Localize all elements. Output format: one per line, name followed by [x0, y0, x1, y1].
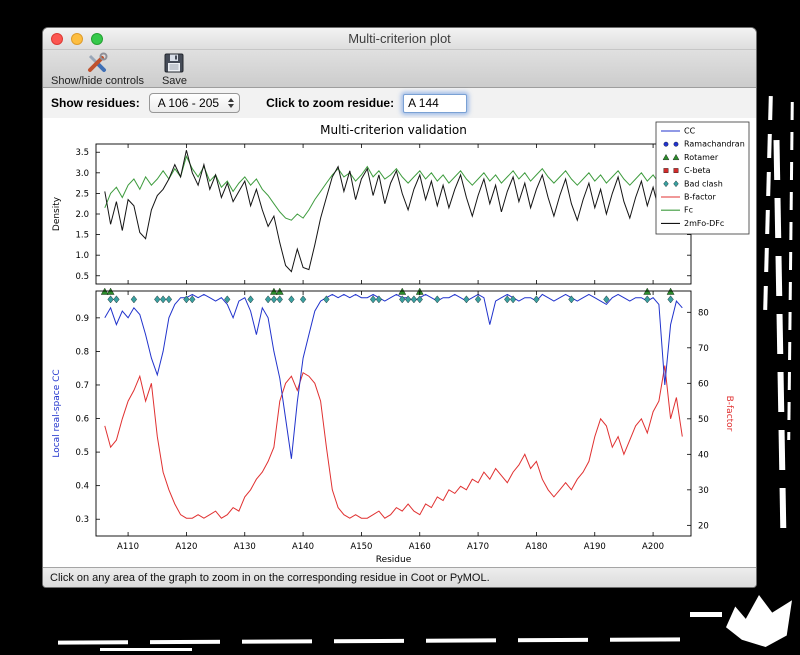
svg-text:60: 60 [698, 379, 709, 389]
svg-text:A150: A150 [350, 542, 372, 552]
svg-text:Multi-criterion validation: Multi-criterion validation [320, 123, 467, 137]
status-text: Click on any area of the graph to zoom i… [50, 571, 490, 584]
show-hide-controls-label: Show/hide controls [51, 74, 144, 87]
svg-text:CC: CC [684, 127, 696, 136]
svg-text:A120: A120 [175, 542, 197, 552]
residue-range-select[interactable]: A 106 - 205 [148, 93, 241, 113]
up-down-stepper-icon[interactable] [226, 98, 236, 108]
app-window: Multi-criterion plot Show/hide controls [42, 27, 757, 588]
svg-text:20: 20 [698, 521, 709, 531]
svg-text:C-beta: C-beta [684, 166, 711, 175]
svg-text:A170: A170 [467, 542, 489, 552]
tools-icon [88, 52, 108, 72]
glitch-artifact [763, 95, 773, 311]
glitch-artifact [773, 139, 787, 543]
svg-text:A180: A180 [525, 542, 547, 552]
save-floppy-icon [164, 53, 184, 72]
svg-text:0.5: 0.5 [75, 272, 89, 282]
svg-text:80: 80 [698, 308, 709, 318]
svg-text:40: 40 [698, 450, 709, 460]
zoom-residue-label: Click to zoom residue: [266, 96, 395, 110]
minimize-icon[interactable] [71, 33, 83, 45]
glitch-artifact [690, 612, 722, 617]
svg-text:0.8: 0.8 [75, 347, 89, 357]
zoom-residue-input[interactable] [403, 93, 468, 113]
svg-text:0.7: 0.7 [75, 381, 89, 391]
svg-text:0.3: 0.3 [75, 515, 89, 525]
svg-text:B-factor: B-factor [684, 193, 717, 202]
svg-text:3.5: 3.5 [75, 148, 89, 158]
svg-text:Bad clash: Bad clash [684, 179, 723, 188]
residue-range-value: A 106 - 205 [157, 96, 220, 110]
titlebar[interactable]: Multi-criterion plot [43, 28, 756, 50]
svg-text:A190: A190 [584, 542, 606, 552]
status-bar: Click on any area of the graph to zoom i… [43, 567, 756, 587]
glitch-artifact [726, 595, 792, 647]
svg-text:A110: A110 [117, 542, 139, 552]
svg-text:1.0: 1.0 [75, 251, 89, 261]
svg-text:0.6: 0.6 [75, 415, 89, 425]
show-residues-label: Show residues: [51, 96, 140, 110]
toolbar: Show/hide controls Save [43, 50, 756, 88]
svg-text:0.5: 0.5 [75, 448, 89, 458]
svg-text:70: 70 [698, 344, 709, 354]
save-button[interactable]: Save [162, 51, 187, 87]
controls-bar: Show residues: A 106 - 205 Click to zoom… [43, 88, 756, 118]
svg-text:Fc: Fc [684, 206, 693, 215]
svg-text:2.5: 2.5 [75, 189, 89, 199]
svg-text:Rotamer: Rotamer [684, 153, 719, 162]
glitch-artifact [787, 101, 794, 441]
svg-text:1.5: 1.5 [75, 231, 89, 241]
svg-text:Density: Density [52, 196, 62, 231]
show-hide-controls-button[interactable]: Show/hide controls [51, 51, 144, 87]
svg-text:2.0: 2.0 [75, 210, 89, 220]
glitch-artifact [100, 648, 192, 651]
svg-text:50: 50 [698, 415, 709, 425]
zoom-icon[interactable] [91, 33, 103, 45]
svg-text:A200: A200 [642, 542, 664, 552]
glitch-artifact [57, 637, 691, 645]
close-icon[interactable] [51, 33, 63, 45]
svg-text:Local real-space CC: Local real-space CC [52, 369, 62, 457]
plot-area[interactable]: Multi-criterion validation A110 A120 A130 A1… [43, 118, 756, 567]
svg-text:B-factor: B-factor [724, 396, 734, 432]
svg-text:3.0: 3.0 [75, 169, 89, 179]
svg-text:A140: A140 [292, 542, 314, 552]
svg-text:Residue: Residue [376, 555, 412, 565]
svg-text:Ramachandran: Ramachandran [684, 140, 745, 149]
traffic-lights [51, 33, 103, 45]
multi-criterion-plot[interactable]: Multi-criterion validation A110 A120 A130 A1… [43, 118, 756, 567]
window-title: Multi-criterion plot [348, 31, 451, 46]
svg-text:0.4: 0.4 [75, 482, 89, 492]
save-label: Save [161, 74, 188, 87]
svg-text:0.9: 0.9 [75, 314, 89, 324]
svg-text:A130: A130 [234, 542, 256, 552]
svg-text:30: 30 [698, 486, 709, 496]
svg-text:2mFo-DFc: 2mFo-DFc [684, 219, 724, 228]
svg-text:A160: A160 [409, 542, 431, 552]
